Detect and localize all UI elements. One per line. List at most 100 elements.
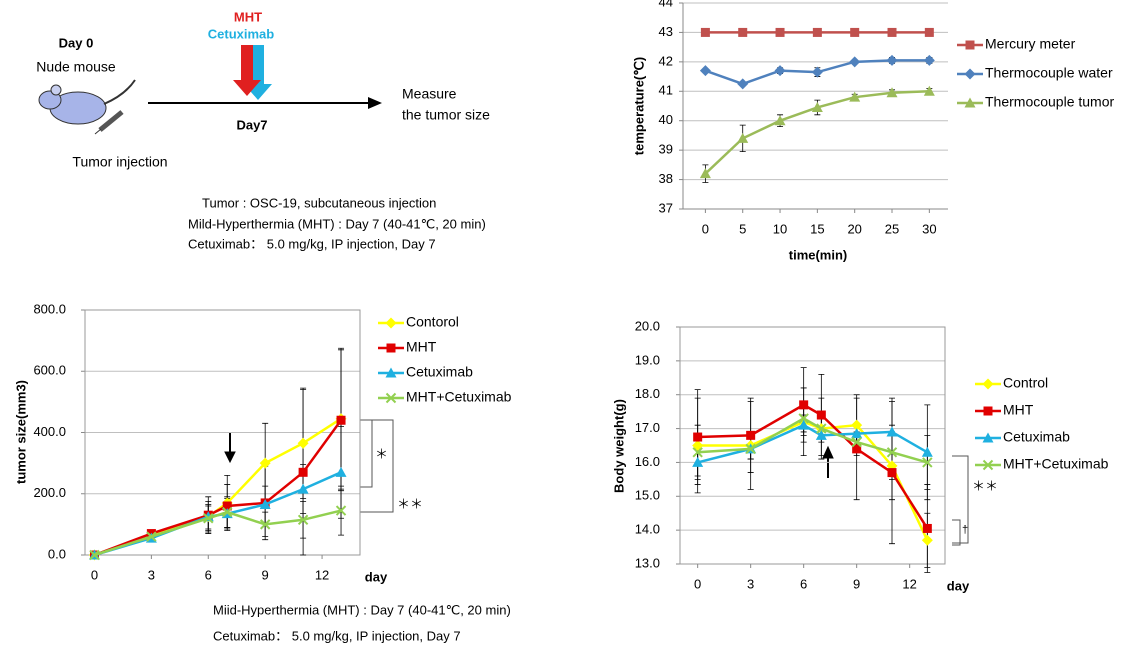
animal-label: Nude mouse <box>36 59 116 75</box>
protocol-note: Mild-Hyperthermia (MHT) : Day 7 (40-41℃,… <box>188 216 486 231</box>
data-point <box>816 423 827 434</box>
treatment-arrow <box>233 45 261 96</box>
data-point <box>146 531 157 542</box>
data-point <box>850 27 860 37</box>
treatment-label: Cetuximab <box>208 26 275 41</box>
data-point <box>811 101 823 112</box>
y-tick-label: 15.0 <box>635 488 660 503</box>
data-point <box>923 54 935 66</box>
data-point <box>737 132 749 143</box>
data-point <box>775 27 785 37</box>
mouse-icon <box>38 79 136 135</box>
data-point <box>798 419 810 430</box>
x-tick-label: 3 <box>747 576 754 591</box>
legend-label: MHT <box>1003 402 1034 418</box>
data-point <box>811 66 823 78</box>
data-point <box>887 468 897 478</box>
data-point <box>799 400 809 410</box>
data-point <box>924 27 934 37</box>
legend-label: MHT+Cetuximab <box>1003 456 1109 472</box>
data-point <box>887 27 897 37</box>
annotation: ＊＊ <box>972 478 998 493</box>
x-tick-label: 5 <box>739 221 746 236</box>
legend-label: Thermocouple tumor <box>985 94 1115 110</box>
series-line <box>94 509 342 557</box>
data-point <box>849 56 861 68</box>
x-tick-label: 15 <box>810 221 824 236</box>
protocol-note: Miid-Hyperthermia (MHT) : Day 7 (40-41℃,… <box>213 602 511 617</box>
y-tick-label: 43 <box>659 24 673 39</box>
y-tick-label: 0.0 <box>48 546 66 561</box>
y-tick-label: 42 <box>659 53 673 68</box>
y-tick-label: 20.0 <box>635 318 660 333</box>
legend-label: Cetuximab <box>406 364 473 380</box>
data-point <box>335 466 347 477</box>
data-point <box>692 447 703 458</box>
legend-label: MHT+Cetuximab <box>406 389 512 405</box>
data-point <box>297 437 309 449</box>
y-axis-title: Body weight(g) <box>611 399 626 493</box>
y-tick-label: 41 <box>659 83 673 98</box>
x-tick-label: 12 <box>902 576 916 591</box>
protocol-note: Tumor : OSC-19, subcutaneous injection <box>202 195 436 210</box>
y-tick-label: 44 <box>659 0 673 9</box>
data-point <box>815 429 827 440</box>
treatment-label: MHT <box>234 9 262 24</box>
x-tick-label: 30 <box>922 221 936 236</box>
y-tick-label: 38 <box>659 171 673 186</box>
data-point <box>259 498 271 509</box>
legend-marker <box>385 367 397 378</box>
x-axis-title: day <box>947 578 970 593</box>
y-tick-label: 13.0 <box>635 555 660 570</box>
endpoint-label: Measure <box>402 86 457 102</box>
data-point <box>816 410 826 420</box>
injection-label: Tumor injection <box>72 154 167 170</box>
legend-label: Thermocouple water <box>985 65 1113 81</box>
legend-marker <box>964 68 976 80</box>
data-point <box>849 91 861 102</box>
legend-marker <box>965 40 975 50</box>
data-point <box>203 513 214 524</box>
annotation: ＊ <box>375 446 388 461</box>
y-axis-title: tumor size(mm3) <box>13 380 28 484</box>
legend-marker <box>385 392 397 404</box>
plot-frame <box>84 309 361 556</box>
y-tick-label: 14.0 <box>635 522 660 537</box>
legend-marker <box>982 459 994 471</box>
data-point <box>700 27 710 37</box>
data-point <box>886 54 898 66</box>
data-point <box>298 467 308 477</box>
data-point <box>851 419 863 431</box>
data-point <box>798 413 809 424</box>
data-point <box>922 457 933 468</box>
annotation: ＊＊ <box>397 496 423 511</box>
y-tick-label: 18.0 <box>635 386 660 401</box>
data-point <box>923 85 935 96</box>
series-line <box>697 420 929 541</box>
y-axis-title: temperature(℃) <box>631 57 646 155</box>
data-point <box>921 534 933 546</box>
x-axis-title: day <box>365 569 388 584</box>
data-point <box>812 27 822 37</box>
x-tick-label: 6 <box>205 567 212 582</box>
x-tick-label: 0 <box>694 576 701 591</box>
data-point <box>297 514 309 525</box>
legend-marker <box>983 406 993 416</box>
data-point <box>693 432 703 442</box>
data-point <box>921 446 933 457</box>
x-tick-label: 3 <box>148 567 155 582</box>
y-tick-label: 17.0 <box>635 420 660 435</box>
data-point <box>737 78 749 90</box>
treatment-day: Day7 <box>236 117 267 132</box>
data-point <box>922 523 932 533</box>
endpoint-label: the tumor size <box>402 107 490 123</box>
x-tick-label: 10 <box>773 221 787 236</box>
legend-label: Contorol <box>406 314 459 330</box>
data-point <box>336 415 346 425</box>
protocol-note: Cetuximab： 5.0 mg/kg, IP injection, Day … <box>213 628 461 643</box>
x-tick-label: 9 <box>262 567 269 582</box>
significance <box>224 419 969 546</box>
data-point <box>222 501 232 511</box>
x-tick-label: 20 <box>847 221 861 236</box>
y-tick-label: 600.0 <box>33 363 66 378</box>
